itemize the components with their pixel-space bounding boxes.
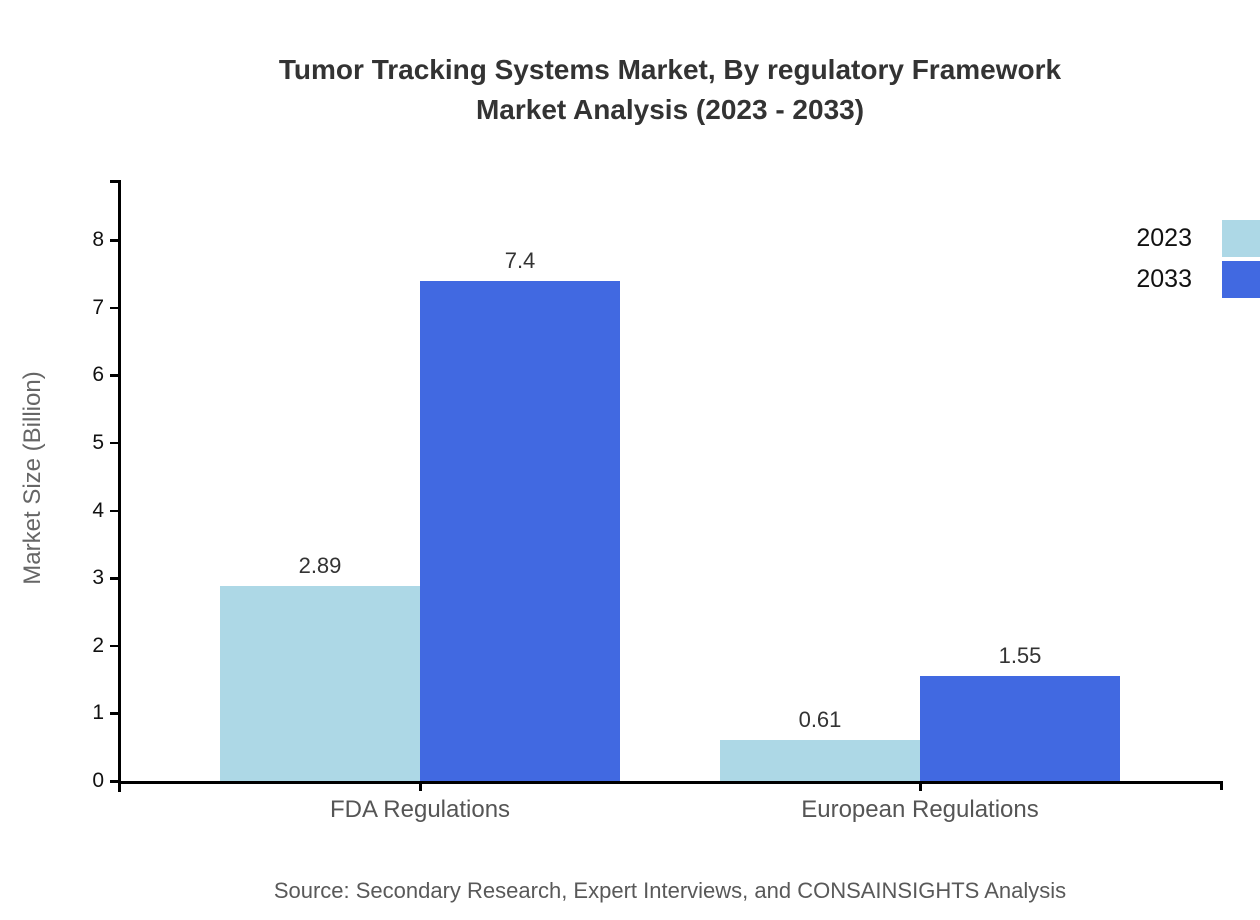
y-tick	[110, 712, 118, 715]
bar-2033-fda-regulations	[420, 280, 620, 781]
y-tick	[110, 780, 118, 783]
y-tick	[110, 306, 118, 310]
y-tick-label: 0	[92, 769, 104, 792]
y-tick	[110, 239, 118, 242]
y-tick-label: 6	[92, 363, 104, 387]
legend: 2023 2033	[1136, 220, 1260, 302]
bar-2033-european-regulations	[920, 676, 1120, 781]
x-category-label-european-regulations: European Regulations	[801, 796, 1039, 823]
y-axis-top-cap	[110, 180, 118, 183]
y-tick	[110, 644, 118, 648]
value-label-2033-european-regulations: 1.55	[998, 643, 1042, 669]
legend-label-2033: 2033	[1136, 265, 1192, 293]
y-axis-line	[118, 180, 121, 784]
y-tick-label: 2	[92, 633, 104, 657]
legend-item-2023: 2023	[1136, 220, 1260, 257]
y-tick	[110, 509, 118, 512]
value-label-2023-european-regulations: 0.61	[798, 706, 842, 732]
legend-swatch-2033	[1222, 261, 1260, 298]
chart-title-line1: Tumor Tracking Systems Market, By regula…	[278, 54, 1062, 85]
bar-2023-fda-regulations	[220, 585, 420, 781]
value-label-2023-fda-regulations: 2.89	[298, 552, 342, 578]
y-tick-label: 5	[92, 430, 104, 454]
bar-2023-european-regulations	[720, 739, 920, 781]
x-tick-fda-regulations	[419, 781, 422, 791]
y-tick-label: 8	[92, 228, 104, 251]
x-axis-left-cap	[118, 781, 121, 792]
legend-item-2033: 2033	[1136, 261, 1260, 298]
x-category-label-fda-regulations: FDA Regulations	[329, 796, 511, 823]
y-tick-label: 4	[92, 498, 104, 522]
legend-swatch-2023	[1222, 220, 1260, 257]
value-label-2033-fda-regulations: 7.4	[504, 247, 536, 273]
x-axis-right-cap	[1220, 781, 1223, 790]
chart-title-line2: Market Analysis (2023 - 2033)	[475, 94, 865, 125]
x-tick-european-regulations	[919, 781, 922, 791]
legend-label-2023: 2023	[1136, 224, 1192, 252]
source-note: Source: Secondary Research, Expert Inter…	[273, 878, 1067, 903]
y-tick	[110, 577, 118, 580]
y-tick-label: 7	[92, 295, 104, 319]
y-tick	[110, 441, 118, 445]
y-tick-label: 1	[92, 701, 104, 725]
x-axis-line	[118, 781, 1223, 784]
y-tick-label: 3	[92, 566, 104, 590]
y-tick	[110, 374, 118, 377]
